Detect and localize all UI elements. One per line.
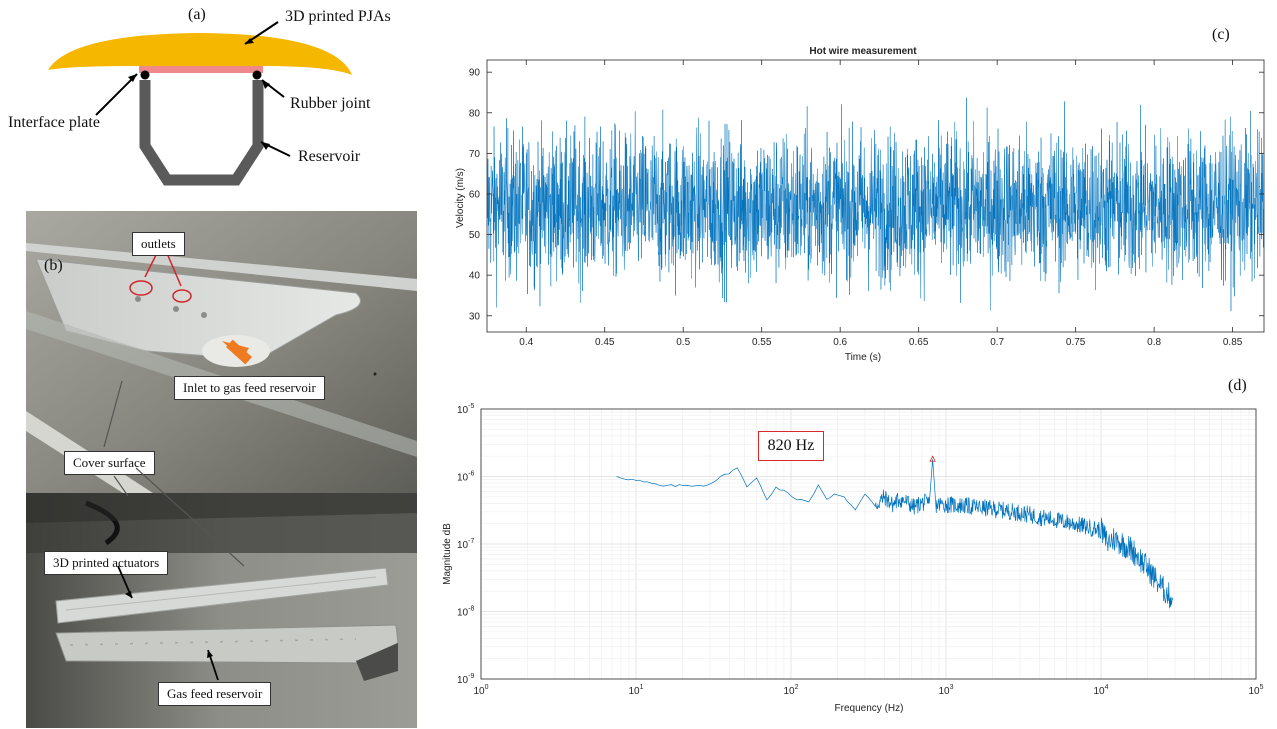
chart-d-xlabel: Frequency (Hz)	[835, 703, 904, 714]
chart-d-xtick-base: 10	[473, 686, 485, 697]
chart-d-xtick-exp: 0	[485, 684, 489, 691]
chart-d-xtick-label: 103	[938, 684, 953, 697]
chart-c-xtick-label: 0.5	[676, 337, 690, 348]
chart-d-ytick-label: 10-8	[457, 606, 474, 619]
chart-d-xtick-label: 101	[628, 684, 643, 697]
chart-hot-wire: Hot wire measurement 0.4 0.45 0.5 0.55 0.6 0.…	[455, 46, 1265, 363]
chart-d-ytick-base: 10	[457, 675, 469, 686]
chart-c-xtick-label: 0.85	[1223, 337, 1243, 348]
chart-d-ytick-base: 10	[457, 473, 469, 484]
callout-actuators: 3D printed actuators	[44, 551, 169, 575]
chart-c-xtick-label: 0.45	[595, 337, 615, 348]
chart-d-series-line	[616, 459, 1174, 609]
chart-c-ytick-label: 90	[469, 68, 481, 79]
reservoir-body	[139, 80, 264, 186]
chart-c-xtick-label: 0.8	[1147, 337, 1161, 348]
panel-b-label: (b)	[44, 257, 63, 274]
rubber-joint-right	[252, 70, 262, 80]
chart-d-ytick-exp: -7	[468, 538, 474, 545]
label-reservoir: Reservoir	[298, 148, 361, 165]
chart-d-xtick-label: 100	[473, 684, 488, 697]
chart-d-xtick-base: 10	[783, 686, 795, 697]
chart-c-xtick-label: 0.55	[752, 337, 772, 348]
chart-c-ytick-label: 30	[469, 311, 481, 322]
chart-d-ytick-exp: -8	[468, 606, 474, 613]
chart-d-ytick-exp: -6	[468, 471, 474, 478]
chart-c-xtick-label: 0.6	[833, 337, 847, 348]
panel-d-label: (d)	[1228, 377, 1247, 394]
chart-d-ytick-label: 10-9	[457, 673, 474, 686]
chart-c-ylabel: Velocity (m/s)	[455, 168, 466, 228]
chart-c-xtick-label: 0.7	[990, 337, 1004, 348]
chart-d-peak-marker	[929, 455, 936, 462]
panel-a-label: (a)	[188, 6, 206, 23]
chart-d-ytick-base: 10	[457, 540, 469, 551]
callout-inlet: Inlet to gas feed reservoir	[174, 376, 325, 400]
label-interface: Interface plate	[8, 114, 100, 131]
chart-c-series-line	[486, 97, 1265, 312]
peak-annotation: 820 Hz	[758, 431, 824, 461]
label-rubber: Rubber joint	[290, 95, 371, 112]
chart-d-ytick-base: 10	[457, 608, 469, 619]
chart-d-xtick-base: 10	[938, 686, 950, 697]
chart-d-ytick-label: 10-7	[457, 538, 474, 551]
chart-d-ytick-exp: -9	[468, 673, 474, 680]
chart-d-xtick-label: 102	[783, 684, 798, 697]
chart-d-xtick-exp: 1	[640, 684, 644, 691]
chart-d-xtick-base: 10	[1093, 686, 1105, 697]
chart-c-ytick-label: 80	[469, 108, 481, 119]
photo-actuator-assembly	[26, 211, 417, 495]
chart-c-xtick-label: 0.75	[1066, 337, 1086, 348]
rubber-joint-left	[140, 70, 150, 80]
chart-c-title: Hot wire measurement	[809, 46, 917, 57]
chart-c-xlabel: Time (s)	[845, 352, 881, 363]
chart-d-ytick-base: 10	[457, 405, 469, 416]
panel-c-label: (c)	[1212, 26, 1230, 43]
callout-outlets: outlets	[132, 232, 185, 256]
chart-c-ytick-label: 40	[469, 271, 481, 282]
chart-d-axes-box	[480, 408, 1257, 680]
chart-c-ytick-label: 50	[469, 230, 481, 241]
chart-d-xtick-exp: 2	[795, 684, 799, 691]
chart-d-ytick-exp: -5	[468, 403, 474, 410]
chart-d-xtick-label: 104	[1093, 684, 1108, 697]
chart-d-xtick-label: 105	[1248, 684, 1263, 697]
panel-b-arrows	[113, 467, 245, 681]
chart-c-ytick-label: 60	[469, 189, 481, 200]
arrow-interface	[95, 73, 138, 116]
chart-d-xtick-base: 10	[1248, 686, 1260, 697]
interface-plate	[139, 66, 263, 73]
chart-d-xtick-base: 10	[628, 686, 640, 697]
pja-shape	[48, 33, 352, 75]
chart-c-xtick-label: 0.4	[519, 337, 533, 348]
chart-c-ytick-label: 70	[469, 149, 481, 160]
callout-gas-feed: Gas feed reservoir	[158, 682, 272, 706]
chart-d-ytick-label: 10-5	[457, 403, 474, 416]
chart-c-xtick-label: 0.65	[909, 337, 929, 348]
chart-d-ytick-label: 10-6	[457, 471, 474, 484]
callout-cover: Cover surface	[64, 451, 155, 475]
chart-d-xtick-exp: 5	[1260, 684, 1264, 691]
panel-a-schematic	[48, 21, 352, 186]
chart-c-plot-area: 0.4 0.45 0.5 0.55 0.6 0.65 0.7 0.75 0.8 0.85 30 40 5…	[469, 59, 1265, 348]
chart-d-xtick-exp: 3	[950, 684, 954, 691]
chart-d-ylabel: Magnitude dB	[442, 523, 453, 585]
photo-top-drawing	[26, 211, 417, 495]
label-pja: 3D printed PJAs	[285, 8, 391, 25]
chart-d-xtick-exp: 4	[1105, 684, 1109, 691]
